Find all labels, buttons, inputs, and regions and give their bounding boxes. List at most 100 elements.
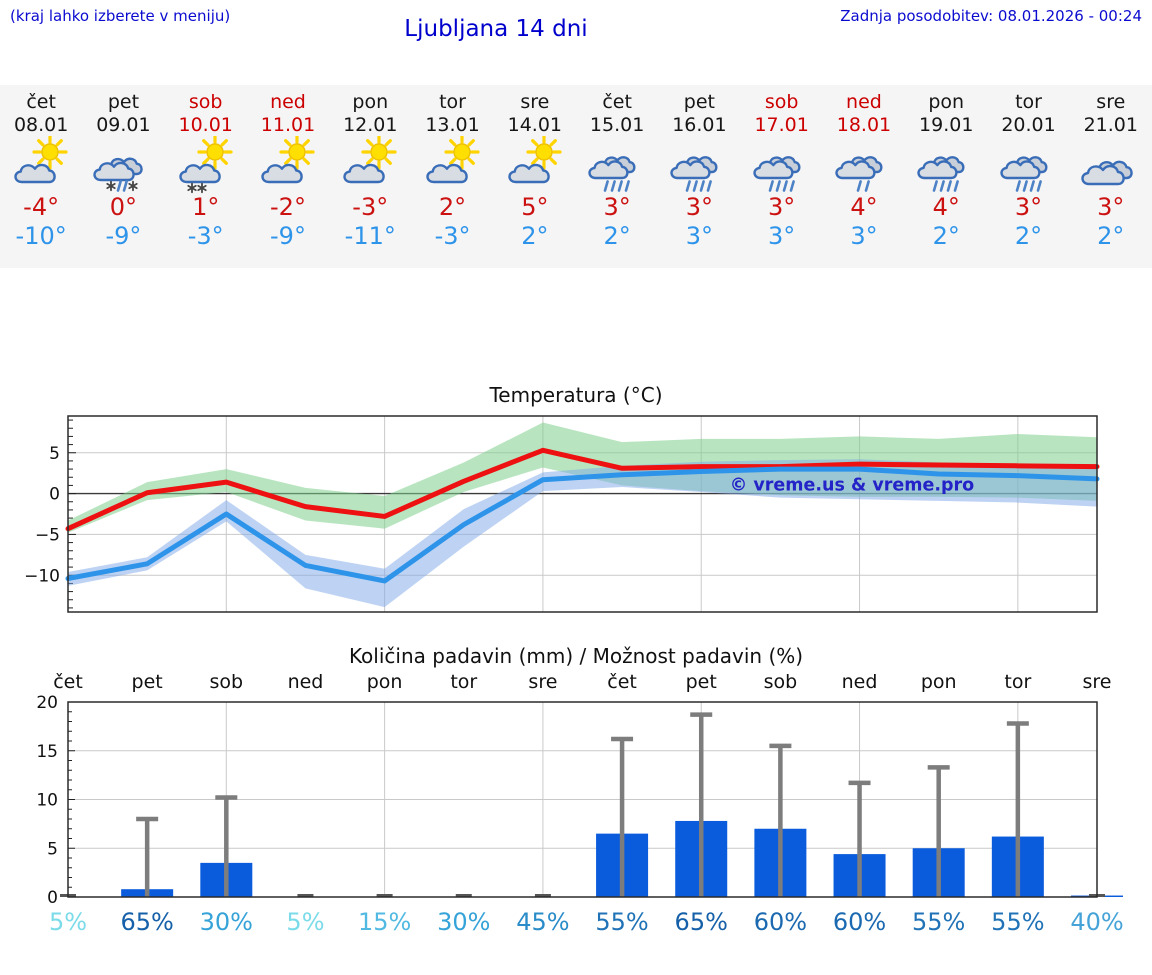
forecast-day-11.01[interactable]: ned 11.01 -2° -9° <box>247 85 329 268</box>
temp-max: -4° <box>23 193 60 221</box>
day-date: 08.01 <box>13 114 69 136</box>
forecast-day-13.01[interactable]: tor 13.01 2° -3° <box>411 85 493 268</box>
forecast-day-08.01[interactable]: čet 08.01 -4° -10° <box>0 85 82 268</box>
precip-day-label: sre <box>1083 672 1112 693</box>
temp-min: -10° <box>15 222 67 250</box>
precip-day-label: ned <box>288 672 324 693</box>
precip-day-label: tor <box>450 672 477 693</box>
sun-cloud-icon <box>343 136 397 184</box>
sun-cloud-icon <box>14 136 68 184</box>
last-update: Zadnja posodobitev: 08.01.2026 - 00:24 <box>840 7 1142 25</box>
day-name: ned <box>846 91 882 113</box>
day-date: 20.01 <box>1001 114 1056 136</box>
precip-day-label: tor <box>1004 672 1031 693</box>
day-date: 16.01 <box>672 114 727 136</box>
precip-day-label: čet <box>53 672 83 693</box>
rain-cloud-light-icon <box>835 156 883 192</box>
sun-cloud-icon <box>508 136 562 184</box>
forecast-day-20.01[interactable]: tor 20.01 3° 2° <box>987 85 1069 268</box>
forecast-day-18.01[interactable]: ned 18.01 4° 3° <box>823 85 905 268</box>
day-name: čet <box>26 91 56 113</box>
temp-min: -11° <box>344 222 396 250</box>
forecast-day-15.01[interactable]: čet 15.01 3° 2° <box>576 85 658 268</box>
y-tick-label: 0 <box>49 485 60 505</box>
sleet-cloud-icon <box>93 157 144 192</box>
forecast-day-19.01[interactable]: pon 19.01 4° 2° <box>905 85 987 268</box>
precip-probability: 65% <box>120 908 173 936</box>
sun-cloud-icon <box>425 136 480 184</box>
precip-probability: 60% <box>754 908 807 936</box>
temp-max: 2° <box>438 193 467 221</box>
day-name: pon <box>928 91 965 113</box>
temp-min: -9° <box>270 222 306 250</box>
rain-cloud-icon <box>670 156 718 192</box>
forecast-day-14.01[interactable]: sre 14.01 5° 2° <box>494 85 576 268</box>
temp-min: 3° <box>685 222 714 250</box>
precip-day-label: pon <box>367 672 403 693</box>
page-title: Ljubljana 14 dni <box>404 16 588 42</box>
precip-probability: 45% <box>516 908 569 936</box>
weather-icon-cell <box>987 138 1069 192</box>
weather-icon-cell <box>823 138 905 192</box>
rain-cloud-icon <box>753 156 801 192</box>
forecast-day-17.01[interactable]: sob 17.01 3° 3° <box>741 85 823 268</box>
precip-probability: 55% <box>991 908 1044 936</box>
temp-max: 3° <box>768 193 796 221</box>
precip-probability: 65% <box>675 908 728 936</box>
temp-min: -3° <box>434 222 471 250</box>
temp-max: -2° <box>270 193 306 221</box>
precip-probability: 15% <box>358 908 411 936</box>
day-date: 12.01 <box>343 114 398 136</box>
weather-icon-cell <box>658 138 740 192</box>
precip-day-label: sob <box>764 672 798 693</box>
menu-hint: (kraj lahko izberete v meniju) <box>10 7 231 25</box>
y-tick-label: 15 <box>36 742 58 762</box>
forecast-strip: čet 08.01 -4° -10° pet 09.01 0° -9° sob 10.01 1° -3… <box>0 85 1152 268</box>
sun-cloud-icon <box>261 136 315 184</box>
weather-icon-cell <box>82 138 164 192</box>
temp-max: 3° <box>1014 193 1043 221</box>
day-name: sob <box>188 91 223 113</box>
precip-day-label: čet <box>607 672 637 693</box>
temp-max: 5° <box>521 193 549 221</box>
precip-day-label: sre <box>528 672 557 693</box>
day-date: 14.01 <box>507 114 563 136</box>
weather-icon-cell <box>165 136 247 194</box>
precip-probability: 55% <box>912 908 965 936</box>
day-name: sre <box>1096 91 1126 113</box>
temp-min: 3° <box>768 222 796 250</box>
day-date: 09.01 <box>96 114 151 136</box>
y-tick-label: 5 <box>47 839 58 859</box>
forecast-day-16.01[interactable]: pet 16.01 3° 3° <box>658 85 740 268</box>
temp-min: 2° <box>603 222 631 250</box>
precip-day-label: ned <box>842 672 878 693</box>
y-tick-label: 20 <box>36 693 58 713</box>
forecast-day-12.01[interactable]: pon 12.01 -3° -11° <box>329 85 411 268</box>
weather-icon-cell <box>411 136 493 192</box>
weather-icon-cell <box>576 138 658 192</box>
precip-probability: 30% <box>200 908 253 936</box>
day-date: 10.01 <box>178 114 233 136</box>
temp-min: 2° <box>521 222 549 250</box>
watermark-link[interactable]: © vreme.us & vreme.pro <box>730 476 974 496</box>
temperature-chart: 5 0 −5 −10 © vreme.us & vreme.pro <box>24 415 1100 613</box>
temp-max: 3° <box>603 193 631 221</box>
temp-min: -3° <box>187 222 224 250</box>
precip-probability: 60% <box>833 908 886 936</box>
precip-probability: 5% <box>286 908 324 936</box>
precip-probability: 40% <box>1070 908 1123 936</box>
day-name: pet <box>107 91 140 113</box>
rain-cloud-icon <box>999 156 1048 192</box>
cloudy-icon <box>1081 160 1133 186</box>
temp-max: 0° <box>109 193 138 221</box>
forecast-day-10.01[interactable]: sob 10.01 1° -3° <box>165 85 247 268</box>
day-name: tor <box>1015 91 1042 113</box>
precip-probability: 5% <box>49 908 87 936</box>
tmin-line <box>65 466 1100 584</box>
forecast-day-21.01[interactable]: sre 21.01 3° 2° <box>1070 85 1152 268</box>
day-name: sre <box>520 91 550 113</box>
forecast-day-09.01[interactable]: pet 09.01 0° -9° <box>82 85 164 268</box>
precipitation-chart-title: Količina padavin (mm) / Možnost padavin … <box>348 644 804 668</box>
tmax-range-band <box>68 422 1097 533</box>
